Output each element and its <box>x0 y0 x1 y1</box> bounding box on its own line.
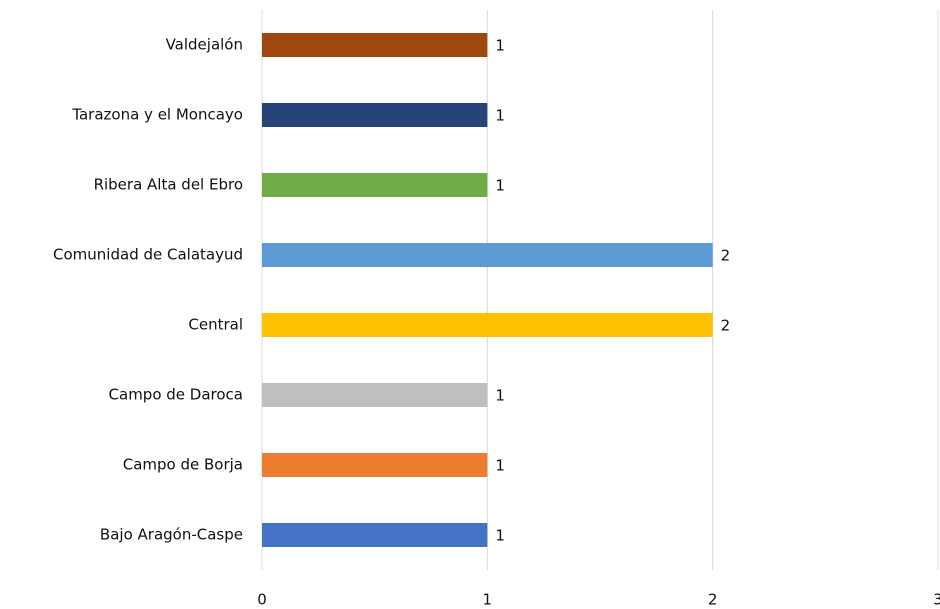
bar <box>262 33 488 57</box>
data-label: 1 <box>495 457 505 475</box>
data-label: 1 <box>495 37 505 55</box>
y-tick-label: Campo de Daroca <box>109 386 243 404</box>
bar <box>262 523 488 547</box>
y-tick-label: Comunidad de Calatayud <box>53 246 243 264</box>
y-tick-label: Central <box>188 316 243 334</box>
bar <box>262 103 488 127</box>
bar <box>262 383 488 407</box>
bar <box>262 173 488 197</box>
y-tick-label: Campo de Borja <box>123 456 243 474</box>
y-tick-label: Valdejalón <box>166 36 243 54</box>
data-label: 1 <box>495 387 505 405</box>
y-tick-label: Tarazona y el Moncayo <box>71 106 243 124</box>
y-tick-label: Bajo Aragón-Caspe <box>100 526 243 544</box>
data-label: 1 <box>495 177 505 195</box>
y-tick-label: Ribera Alta del Ebro <box>94 176 243 194</box>
data-label: 1 <box>495 107 505 125</box>
bar <box>262 453 488 477</box>
x-tick-label: 1 <box>483 591 493 609</box>
data-label: 2 <box>721 247 731 265</box>
bar <box>262 313 713 337</box>
x-tick-label: 3 <box>933 591 940 609</box>
bar <box>262 243 713 267</box>
x-tick-label: 2 <box>708 591 718 609</box>
data-label: 1 <box>495 527 505 545</box>
x-tick-label: 0 <box>257 591 267 609</box>
data-label: 2 <box>721 317 731 335</box>
